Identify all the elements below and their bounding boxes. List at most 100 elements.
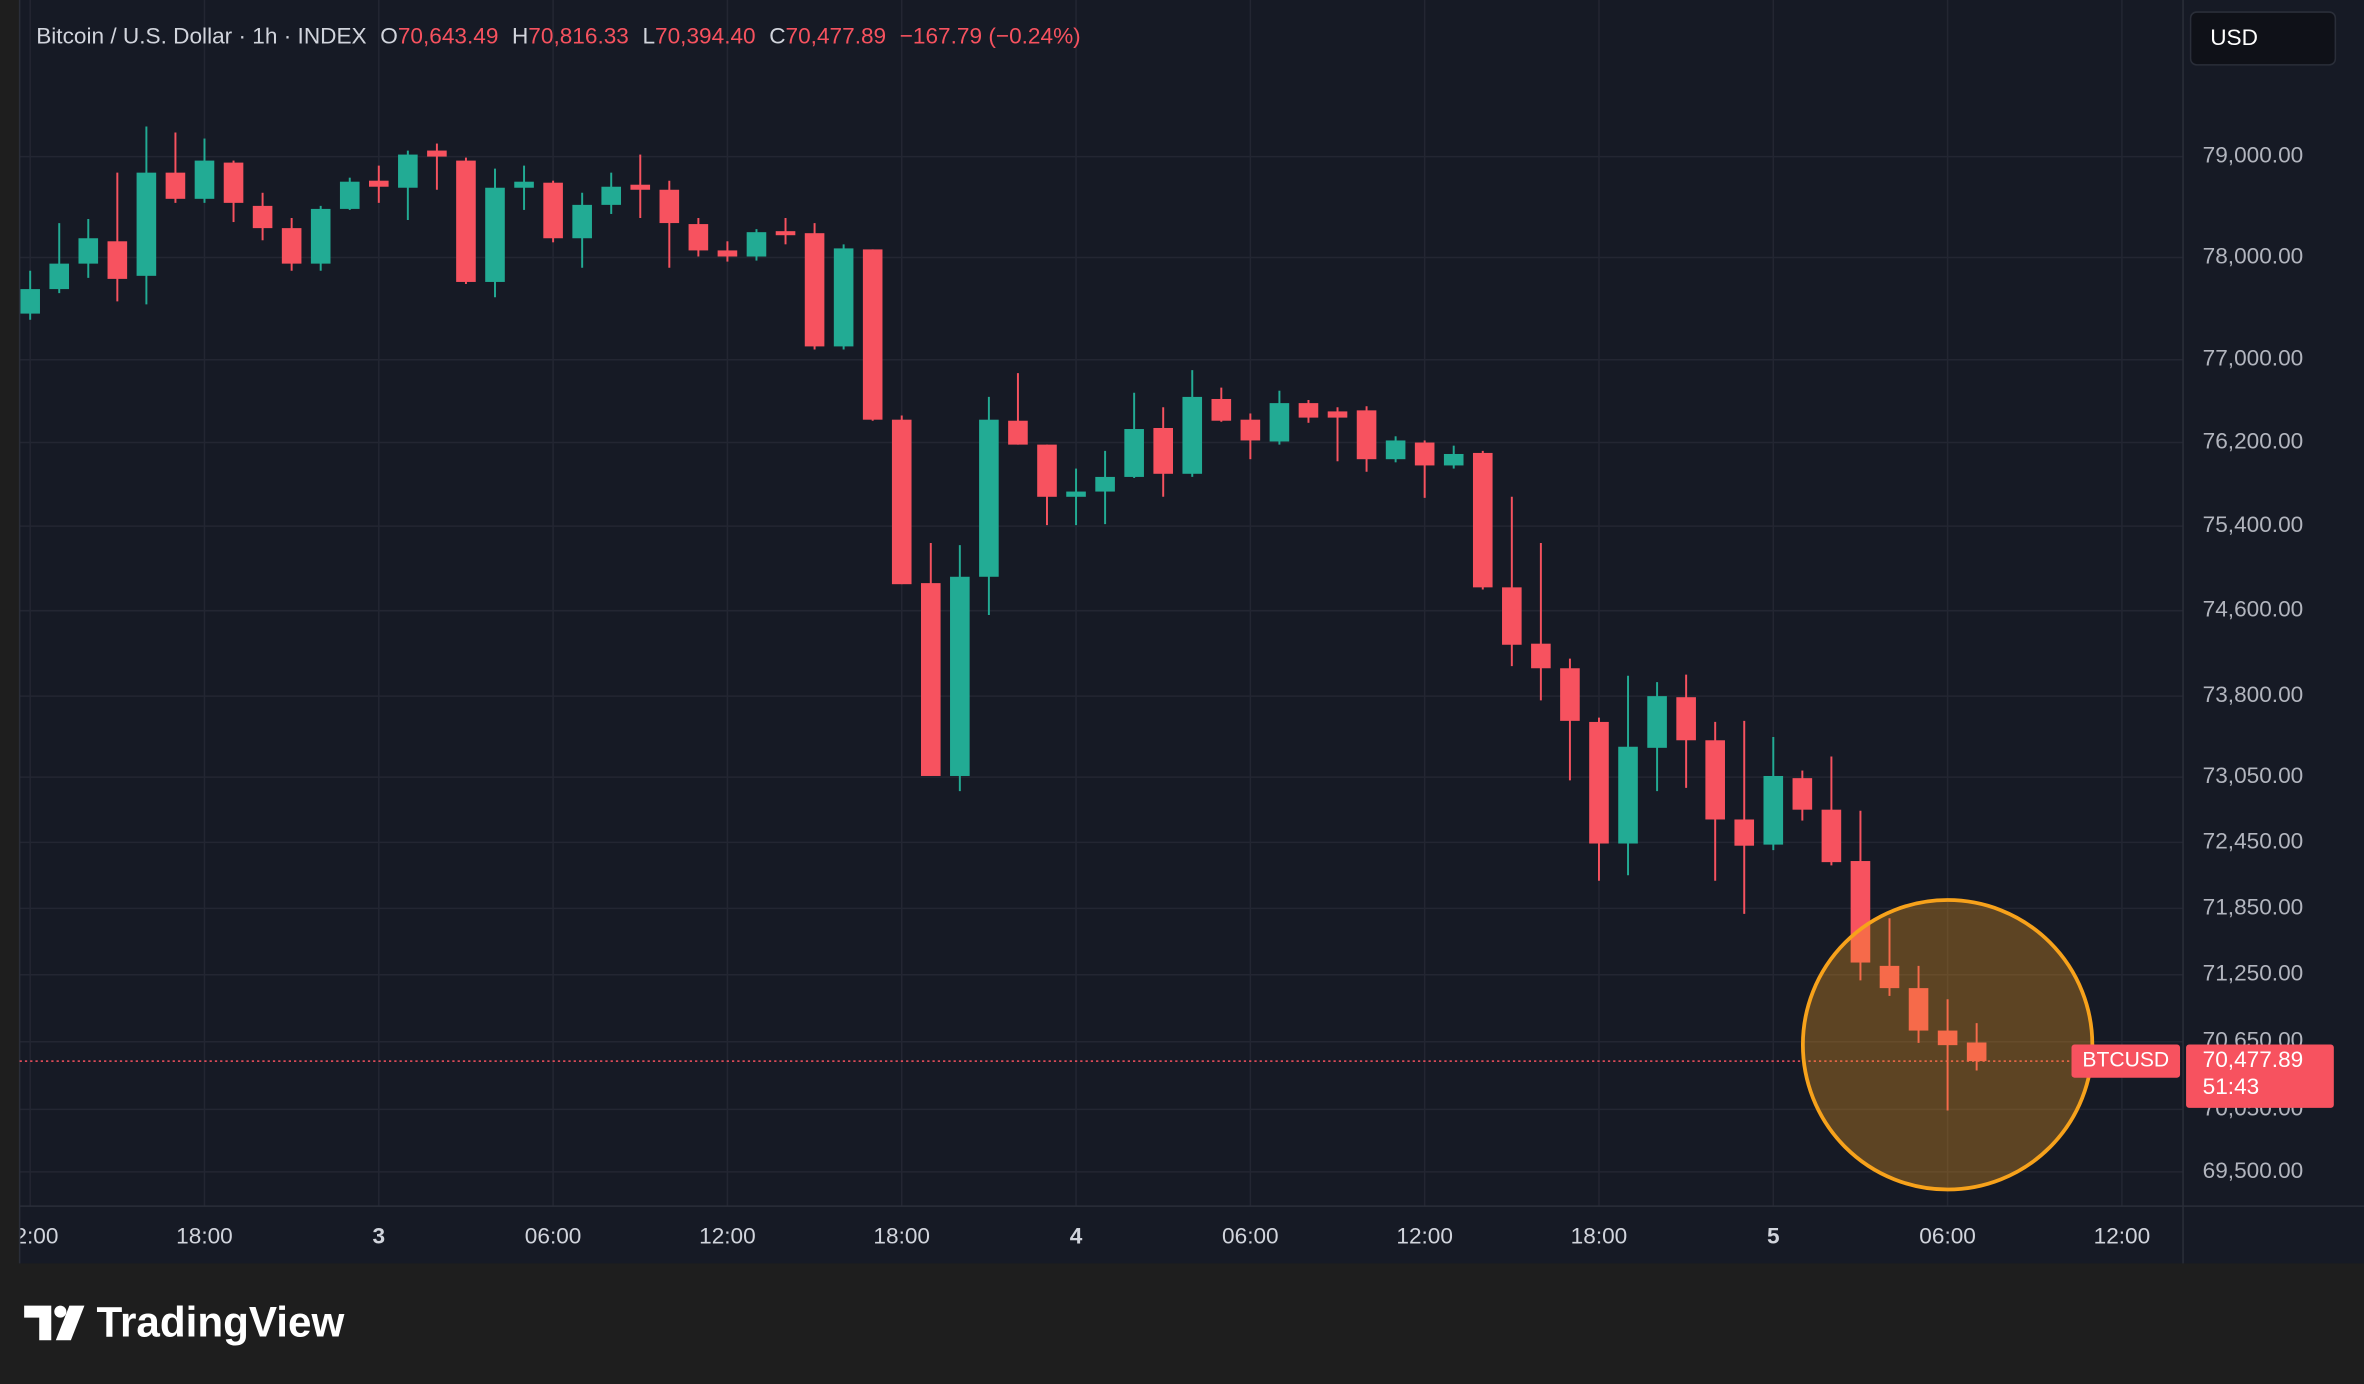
candle-body <box>1385 440 1406 460</box>
candle-body <box>1792 778 1813 810</box>
value-open: 70,643.49 <box>398 24 499 49</box>
x-tick-label: 18:00 <box>873 1224 930 1249</box>
price-badge-bg <box>2186 1044 2334 1108</box>
candle-body <box>514 181 534 188</box>
brand-name: TradingView <box>97 1298 345 1345</box>
candle-body <box>1908 988 1929 1031</box>
candle-body <box>979 419 999 577</box>
symbol-badge-bg <box>2071 1044 2181 1078</box>
candle-body <box>485 187 505 282</box>
candle-body <box>136 172 157 276</box>
candle-body <box>1327 411 1348 418</box>
x-tick-label: 06:00 <box>1919 1224 1976 1249</box>
price-badge: 70,477.89 <box>2203 1047 2304 1072</box>
candle-body <box>223 162 244 203</box>
x-tick-label: 5 <box>1767 1224 1780 1249</box>
logo-mark <box>24 1305 52 1341</box>
candle-body <box>1676 697 1696 741</box>
candle-body <box>1734 819 1755 846</box>
x-tick-label: 18:00 <box>1571 1224 1628 1249</box>
candle-body <box>456 160 476 282</box>
candle-body <box>1037 444 1057 497</box>
currency-label[interactable]: USD <box>2210 25 2258 50</box>
candle-body <box>1966 1042 1987 1062</box>
candle-body <box>1095 476 1115 492</box>
change: −167.79 (−0.24%) <box>900 24 1081 49</box>
highlight-circle <box>1800 898 2095 1192</box>
candle-body <box>1618 746 1638 844</box>
y-tick-label: 77,000.00 <box>2203 346 2304 371</box>
x-tick-label: 12:00 <box>2 1224 59 1249</box>
countdown: 51:43 <box>2203 1074 2260 1099</box>
candle-body <box>1269 403 1290 442</box>
candle-body <box>1560 668 1580 721</box>
candle-body <box>281 228 302 264</box>
candle-body <box>1356 410 1377 460</box>
x-tick-label: 4 <box>1070 1224 1083 1249</box>
candle-body <box>107 241 128 279</box>
x-tick-label: 12:00 <box>1396 1224 1453 1249</box>
candle-body <box>398 154 418 188</box>
candle-body <box>1763 775 1784 845</box>
y-tick-label: 75,400.00 <box>2203 512 2304 537</box>
candle-body <box>920 583 941 776</box>
y-tick-label: 73,800.00 <box>2203 682 2304 707</box>
x-tick-label: 06:00 <box>1222 1224 1279 1249</box>
candle-body <box>1008 420 1028 445</box>
candle-body <box>1531 643 1551 669</box>
value-low: 70,394.40 <box>655 24 756 49</box>
candle-body <box>862 249 883 420</box>
candle-body <box>775 231 796 236</box>
currency-button[interactable]: USD <box>2189 11 2337 66</box>
candle-body <box>1937 1030 1958 1046</box>
candle-body <box>1879 965 1900 989</box>
x-tick-label: 06:00 <box>525 1224 582 1249</box>
y-tick-label: 76,200.00 <box>2203 429 2304 454</box>
logo-slash <box>55 1305 85 1341</box>
candle-body <box>1298 403 1319 418</box>
value-close: 70,477.89 <box>786 24 887 49</box>
x-tick-label: 12:00 <box>699 1224 756 1249</box>
currency-button-bg[interactable] <box>2189 11 2337 66</box>
label-low: L <box>642 24 655 49</box>
candle-body <box>659 189 680 224</box>
y-tick-label: 71,850.00 <box>2203 894 2304 919</box>
y-tick-label: 79,000.00 <box>2203 143 2304 168</box>
candle-body <box>1850 861 1871 963</box>
candle-body <box>368 180 389 187</box>
x-tick-label: 3 <box>373 1224 386 1249</box>
y-tick-label: 74,600.00 <box>2203 597 2304 622</box>
candle-body <box>1153 427 1173 474</box>
symbol: Bitcoin / U.S. Dollar · 1h · INDEX <box>36 24 366 49</box>
candle-body <box>950 576 970 776</box>
candle-body <box>252 205 273 229</box>
candle-body <box>49 263 70 290</box>
candle-body <box>1124 429 1144 477</box>
candle-body <box>1647 696 1667 748</box>
candle-body <box>1414 442 1435 466</box>
candle-body <box>194 160 215 199</box>
candle-body <box>1502 587 1522 645</box>
candle-body <box>1066 491 1086 497</box>
y-tick-label: 73,050.00 <box>2203 763 2304 788</box>
y-tick-label: 72,450.00 <box>2203 828 2304 853</box>
candle-body <box>833 248 854 347</box>
x-tick-label: 12:00 <box>2094 1224 2151 1249</box>
y-tick-label: 69,500.00 <box>2203 1158 2304 1183</box>
candle-body <box>746 232 767 257</box>
candle-body <box>78 238 99 264</box>
y-tick-label: 71,250.00 <box>2203 961 2304 986</box>
candle-body <box>804 233 825 347</box>
label-high: H <box>512 24 528 49</box>
candle-body <box>1589 721 1609 844</box>
candle-body <box>1240 419 1261 441</box>
candle-body <box>601 186 622 205</box>
value-high: 70,816.33 <box>528 24 629 49</box>
label-open: O <box>380 24 398 49</box>
candle-body <box>1443 453 1464 466</box>
candle-body <box>1705 740 1725 820</box>
candle-body <box>891 419 912 585</box>
candle-body <box>1472 452 1493 588</box>
